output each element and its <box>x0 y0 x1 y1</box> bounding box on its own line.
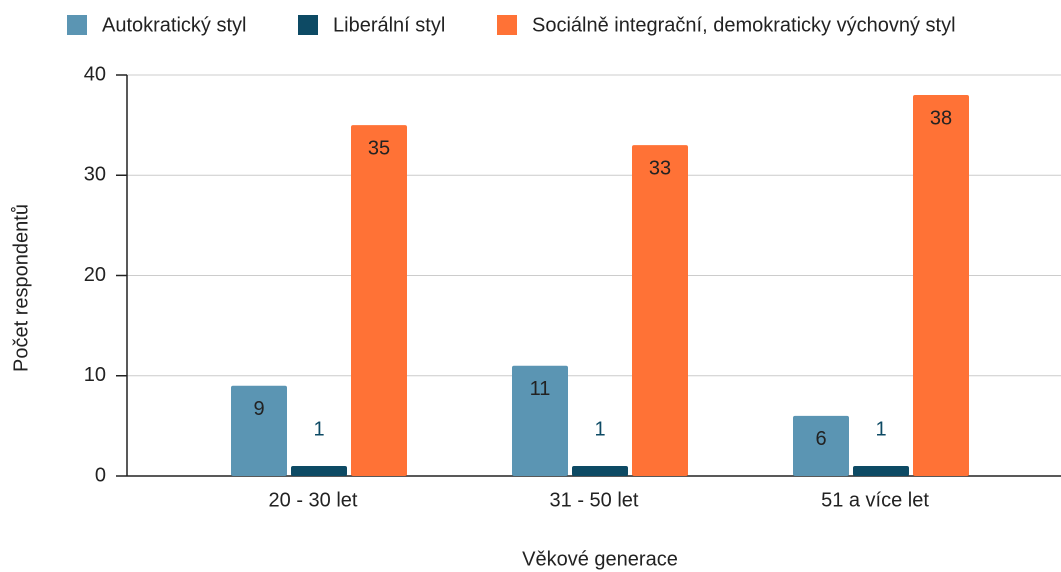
data-label: 33 <box>649 157 671 179</box>
x-tick-label: 20 - 30 let <box>269 489 358 511</box>
bar <box>572 465 628 476</box>
data-label: 35 <box>368 137 390 159</box>
x-axis-title: Věkové generace <box>522 548 678 570</box>
y-tick-label: 0 <box>95 464 106 486</box>
legend-label: Liberální styl <box>333 14 445 36</box>
bar <box>231 385 287 476</box>
legend-label: Autokratický styl <box>102 14 246 36</box>
bar <box>291 465 347 476</box>
bar <box>512 365 568 476</box>
y-axis-title: Počet respondentů <box>10 204 32 372</box>
x-tick-label: 31 - 50 let <box>550 489 639 511</box>
bar <box>793 415 849 476</box>
data-label: 6 <box>815 428 826 450</box>
bar <box>853 465 909 476</box>
bar <box>632 145 688 477</box>
bar <box>913 95 969 477</box>
data-label: 38 <box>930 107 952 129</box>
y-tick-label: 30 <box>84 164 106 186</box>
y-tick-label: 40 <box>84 63 106 85</box>
data-label: 1 <box>594 418 605 440</box>
legend-swatch <box>497 15 517 35</box>
data-label: 11 <box>530 378 551 400</box>
x-tick-label: 51 a více let <box>821 489 929 511</box>
y-tick-label: 10 <box>84 364 106 386</box>
y-tick-label: 20 <box>84 264 106 286</box>
data-label: 9 <box>253 398 264 420</box>
bar <box>351 125 407 476</box>
legend-label: Sociálně integrační, demokraticky výchov… <box>532 14 956 36</box>
legend-swatch <box>298 15 318 35</box>
data-label: 1 <box>313 418 324 440</box>
legend-swatch <box>67 15 87 35</box>
data-label: 1 <box>875 418 886 440</box>
